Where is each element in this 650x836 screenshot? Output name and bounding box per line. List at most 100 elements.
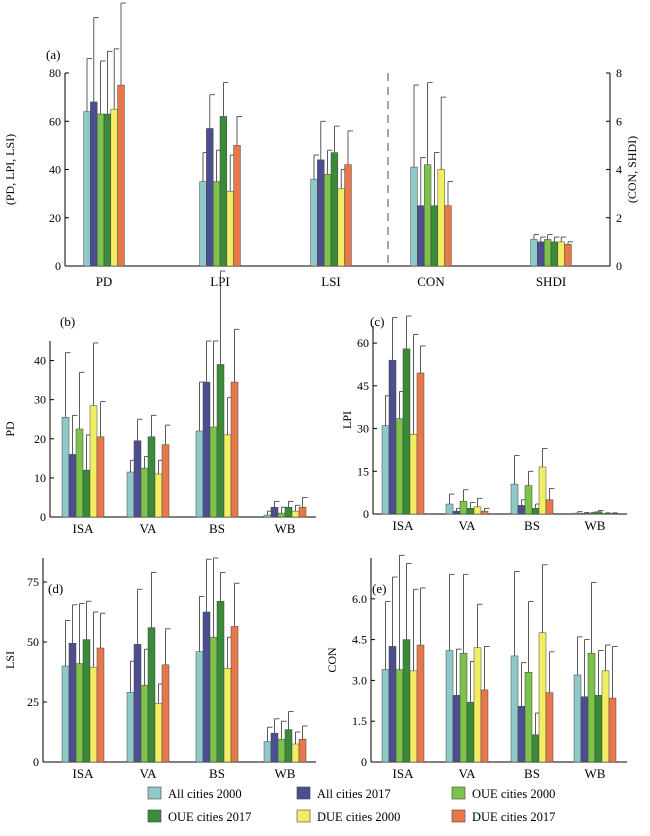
panel2-x-tick-label: WB	[275, 521, 296, 536]
panel1-bar	[337, 188, 345, 267]
panel3-y-tick-label: 0	[363, 507, 369, 521]
panel1-bar	[323, 174, 332, 267]
panel2-bar	[140, 467, 149, 518]
panel4-bar	[133, 644, 142, 763]
panel2-bar	[82, 469, 91, 518]
legend-label: DUE cities 2000	[317, 810, 400, 824]
panel2-y-tick-label: 20	[34, 432, 46, 446]
panel2-y-tick-label: 0	[40, 510, 46, 524]
legend-swatch	[147, 809, 162, 823]
panel5-label: (e)	[372, 581, 386, 596]
panel1-y-tick-label-right: 4	[616, 163, 622, 177]
panel1-bar	[90, 101, 98, 267]
panel3-bar	[517, 505, 526, 515]
legend-label: All cities 2017	[317, 787, 391, 801]
panel3-bar	[580, 513, 589, 515]
panel2-bar	[147, 436, 156, 518]
panel1-bar	[543, 239, 552, 267]
panel3-bar	[416, 372, 425, 515]
panel5-bar	[466, 701, 475, 763]
panel4-bar	[147, 627, 156, 763]
panel1-bar	[233, 145, 241, 267]
panel1-bar	[117, 84, 125, 267]
panel5-bar	[594, 695, 603, 763]
panel3-x-tick-label: ISA	[393, 518, 415, 533]
panel2-y-tick-label: 10	[34, 471, 46, 485]
panel2-x-tick-label: VA	[139, 521, 157, 536]
panel1-bar	[530, 239, 538, 267]
panel5-bar	[524, 671, 533, 763]
panel1-y-axis-title-right: (CON, SHDI)	[625, 136, 639, 203]
panel5-bar	[573, 674, 582, 763]
panel4-bar	[223, 668, 232, 763]
panel4-label: (d)	[48, 581, 63, 596]
panel3-x-tick-label: VA	[458, 518, 476, 533]
panel5-bar	[452, 695, 461, 763]
panel4-bar	[161, 664, 170, 763]
panel4-bar	[68, 642, 77, 763]
panel1-bar	[110, 108, 118, 267]
panel5-x-tick-label: ISA	[393, 766, 415, 781]
panel5-bar	[416, 644, 425, 763]
panel1-bar	[410, 166, 418, 267]
panel4-bar	[298, 738, 307, 763]
panel4-bar	[216, 600, 225, 763]
panel1-y-axis-title: (PD, LPI, LSI)	[3, 134, 17, 205]
panel1-x-tick-label: SHDI	[536, 274, 566, 289]
panel5-bar	[517, 705, 526, 763]
panel3-bar	[402, 348, 411, 515]
panel1-y-tick-label-right: 2	[616, 211, 622, 225]
panel2-bar	[126, 471, 135, 518]
legend-swatch	[451, 786, 466, 800]
panel4-bar	[140, 684, 149, 763]
panel4-x-tick-label: WB	[275, 766, 296, 781]
panel2-bar	[161, 444, 170, 518]
panel1-y-tick-label: 60	[49, 114, 61, 128]
panel3-bar	[524, 485, 533, 515]
panel2-x-tick-label: ISA	[73, 521, 95, 536]
panel2-bar	[154, 473, 163, 518]
panel5-bar	[580, 696, 589, 763]
panel5-bar	[409, 670, 418, 763]
panel2-bar	[61, 417, 70, 518]
panel2-x-tick-label: BS	[209, 521, 225, 536]
panel2-bar	[277, 512, 286, 518]
panel5-bar	[601, 670, 610, 763]
panel4-bar	[230, 626, 239, 763]
panel1-bar	[330, 152, 339, 267]
panel2-bar	[75, 428, 84, 518]
panel3-bar	[459, 500, 468, 515]
panel5-bar	[459, 652, 468, 763]
panel1-bar	[430, 205, 439, 267]
panel1-bar	[564, 244, 572, 267]
legend-label: OUE cities 2017	[168, 810, 251, 824]
panel2-bar	[284, 506, 293, 518]
panel4-bar	[263, 741, 272, 763]
panel1-bar	[199, 181, 207, 267]
panel2-bar	[209, 426, 218, 518]
panel5-y-tick-label: 1.5	[352, 714, 367, 728]
panel3-bar	[409, 433, 418, 515]
panel1-bar	[423, 164, 432, 267]
legend-swatch	[451, 809, 466, 823]
panel3-bar	[531, 508, 540, 515]
panel2-bar	[195, 430, 204, 518]
panel4-x-tick-label: VA	[139, 766, 157, 781]
panel1-x-tick-label: LPI	[210, 274, 230, 289]
panel2-bar	[270, 506, 279, 518]
panel4-bar	[277, 738, 286, 763]
legend-label: OUE cities 2000	[472, 787, 555, 801]
panel1-bar	[557, 241, 565, 267]
legend-swatch	[147, 786, 162, 800]
panel2-y-tick-label: 40	[34, 354, 46, 368]
panel1-x-tick-label: LSI	[321, 274, 341, 289]
panel4-bar	[284, 729, 293, 763]
panel4-bar	[209, 636, 218, 763]
panel1-y-tick-label-right: 8	[616, 66, 622, 80]
panel3-y-tick-label: 30	[357, 422, 369, 436]
panel3-bar	[466, 508, 475, 515]
panel4-bar	[96, 647, 105, 763]
panel5-y-tick-label: 3.0	[352, 673, 367, 687]
panel4-y-tick-label: 25	[27, 695, 39, 709]
panel4-bar	[61, 665, 70, 763]
